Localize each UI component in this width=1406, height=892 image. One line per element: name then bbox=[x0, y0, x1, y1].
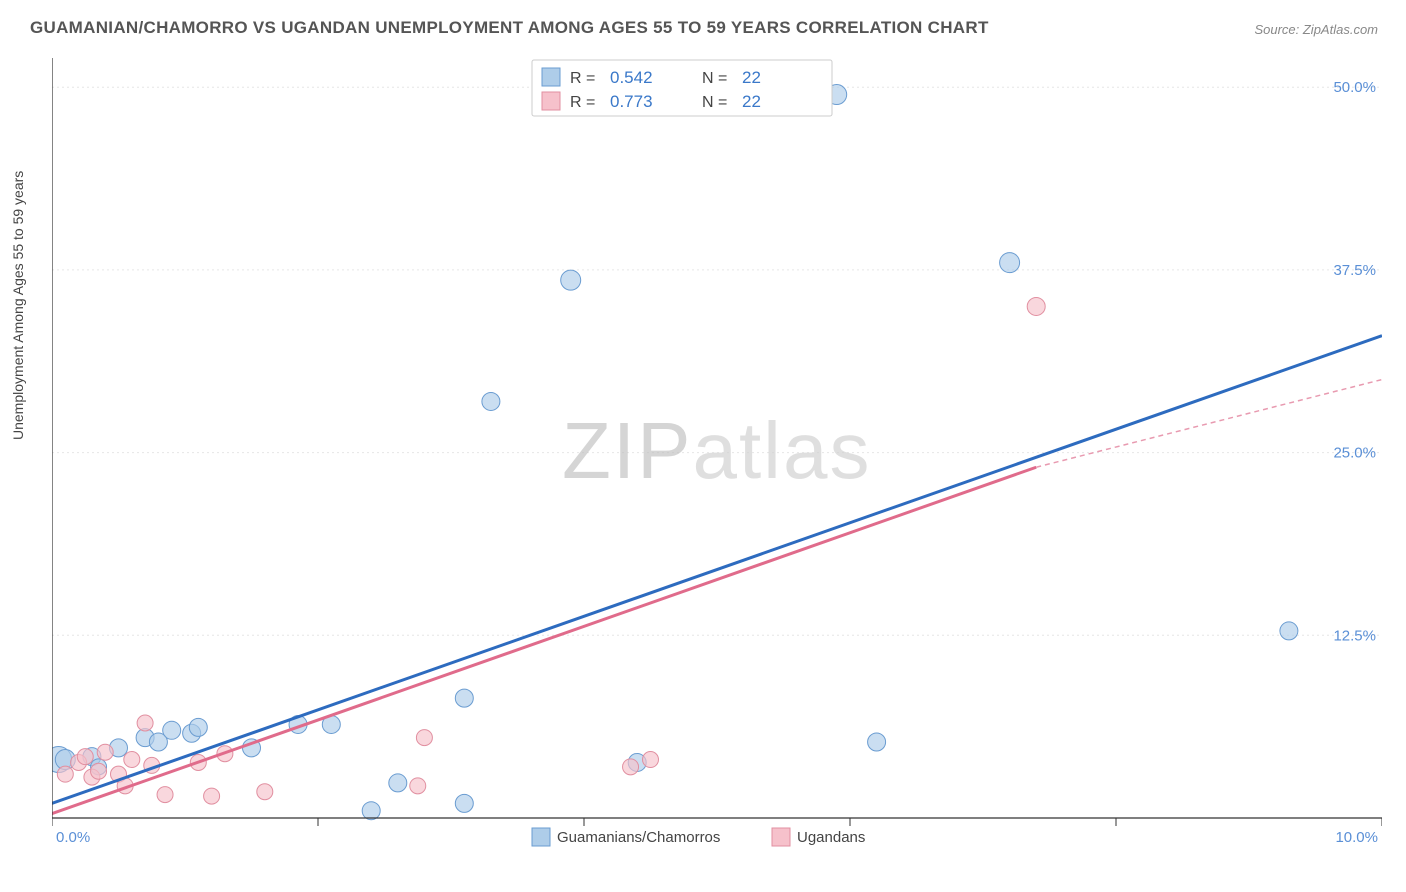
svg-text:0.542: 0.542 bbox=[610, 68, 653, 87]
chart-title: GUAMANIAN/CHAMORRO VS UGANDAN UNEMPLOYME… bbox=[30, 18, 989, 38]
svg-text:22: 22 bbox=[742, 92, 761, 111]
svg-text:N =: N = bbox=[702, 70, 727, 87]
correlation-legend: R = 0.542 N = 22 R = 0.773 N = 22 bbox=[532, 60, 832, 116]
source-attribution: Source: ZipAtlas.com bbox=[1254, 22, 1378, 37]
series-legend: Guamanians/Chamorros Ugandans bbox=[532, 828, 865, 846]
svg-text:Ugandans: Ugandans bbox=[797, 829, 865, 846]
svg-text:50.0%: 50.0% bbox=[1333, 79, 1376, 96]
svg-text:R =: R = bbox=[570, 70, 595, 87]
svg-text:10.0%: 10.0% bbox=[1335, 829, 1378, 846]
watermark: ZIPatlas bbox=[562, 406, 871, 495]
svg-text:22: 22 bbox=[742, 68, 761, 87]
legend-swatch-blue bbox=[542, 68, 560, 86]
svg-text:37.5%: 37.5% bbox=[1333, 262, 1376, 279]
legend-swatch-pink bbox=[542, 92, 560, 110]
scatter-chart: ZIPatlas 12.5% 25.0% 37.5% 50.0% 0.0% 10.0% R… bbox=[52, 58, 1382, 848]
svg-text:N =: N = bbox=[702, 94, 727, 111]
svg-text:R =: R = bbox=[570, 94, 595, 111]
svg-text:12.5%: 12.5% bbox=[1333, 627, 1376, 644]
svg-text:0.773: 0.773 bbox=[610, 92, 653, 111]
svg-text:0.0%: 0.0% bbox=[56, 829, 90, 846]
svg-text:25.0%: 25.0% bbox=[1333, 445, 1376, 462]
y-axis-label: Unemployment Among Ages 55 to 59 years bbox=[10, 171, 26, 440]
svg-text:Guamanians/Chamorros: Guamanians/Chamorros bbox=[557, 829, 720, 846]
